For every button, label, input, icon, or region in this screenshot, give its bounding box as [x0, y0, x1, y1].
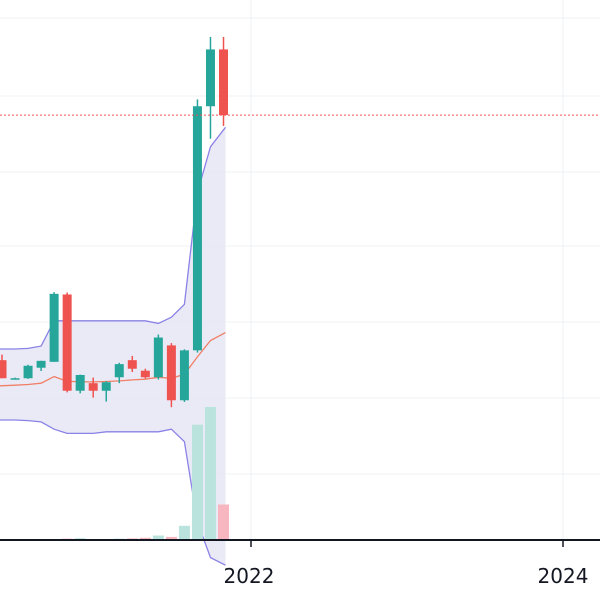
band-lower-line: [0, 419, 226, 566]
candle-body: [10, 378, 20, 380]
candle[interactable]: [0, 354, 7, 379]
band-upper-line: [0, 126, 227, 350]
candle-body: [127, 360, 137, 369]
candle-body: [205, 49, 215, 107]
volume-bar: [165, 536, 177, 540]
volume-bar: [139, 537, 151, 540]
x-tick-label: 2022: [224, 564, 275, 588]
candle[interactable]: [88, 377, 98, 398]
candle[interactable]: [36, 360, 46, 372]
candle-body: [192, 106, 202, 351]
candle[interactable]: [140, 368, 150, 379]
x-tick-label: 2024: [538, 564, 589, 588]
candle[interactable]: [23, 364, 33, 379]
candle[interactable]: [166, 343, 176, 408]
volume-bar: [191, 424, 203, 540]
candle-body: [101, 382, 111, 391]
candle-body: [0, 360, 7, 379]
candle[interactable]: [49, 292, 59, 362]
candle-body: [179, 350, 189, 401]
candle-body: [49, 293, 59, 362]
candle-body: [23, 365, 33, 379]
candle-body: [36, 360, 46, 368]
candle-body: [114, 364, 124, 378]
candle-body: [88, 383, 98, 391]
candle-body: [75, 374, 85, 391]
candle[interactable]: [219, 36, 229, 126]
x-axis-ticks: 2022 2024: [224, 540, 589, 588]
candle[interactable]: [114, 362, 124, 384]
candle[interactable]: [75, 374, 85, 394]
volume-bar: [218, 504, 230, 540]
volume-bar: [152, 535, 164, 540]
candle-body: [62, 294, 72, 391]
candle-body: [140, 370, 150, 378]
candle[interactable]: [205, 36, 215, 139]
candle-body: [219, 49, 229, 116]
candle[interactable]: [153, 334, 163, 380]
candle[interactable]: [101, 381, 111, 402]
candle[interactable]: [10, 377, 20, 380]
volume-bar: [204, 406, 216, 540]
band-fill: [0, 127, 226, 566]
volume-bar: [178, 525, 190, 540]
candle[interactable]: [127, 355, 137, 373]
candle-body: [166, 345, 176, 401]
candlesticks[interactable]: [0, 36, 229, 408]
chart-grid: [0, 0, 600, 540]
candle[interactable]: [192, 99, 202, 353]
candle[interactable]: [179, 349, 189, 402]
bollinger-bands: [0, 126, 227, 566]
candle[interactable]: [62, 292, 72, 393]
candle-body: [153, 337, 163, 378]
